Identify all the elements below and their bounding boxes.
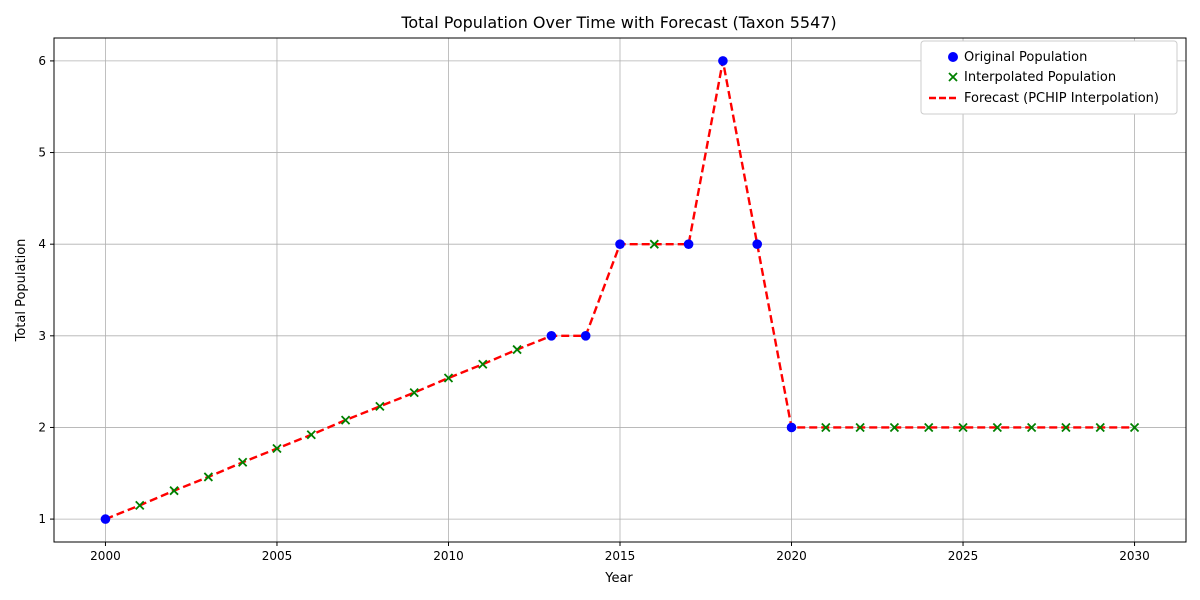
x-tick-label: 2020: [776, 549, 807, 563]
interpolated-point: [272, 443, 282, 454]
original-point: [718, 56, 728, 66]
interpolated-point: [443, 373, 454, 383]
y-tick-label: 1: [38, 512, 46, 526]
interpolated-point: [169, 486, 179, 496]
interpolated-point: [1129, 422, 1140, 433]
interpolated-point: [409, 387, 419, 398]
original-point: [100, 514, 111, 524]
y-axis-label: Total Population: [14, 239, 29, 343]
interpolated-point: [855, 422, 865, 433]
legend-item-interpolated: Interpolated Population: [948, 70, 1116, 85]
y-tick-label: 6: [38, 54, 46, 68]
original-point: [752, 239, 763, 249]
legend-item-forecast: Forecast (PCHIP Interpolation): [929, 91, 1159, 106]
interpolated-point: [821, 422, 831, 433]
original-point: [683, 239, 694, 249]
legend-label-original: Original Population: [964, 50, 1087, 65]
x-axis-label: Year: [604, 571, 633, 586]
x-tick-label: 2005: [262, 549, 293, 563]
legend-label-interpolated: Interpolated Population: [964, 70, 1116, 85]
plot-area-frame: [53, 37, 1187, 543]
interpolated-point: [135, 500, 145, 510]
interpolated-point: [375, 401, 385, 412]
x-tick-label: 2030: [1119, 549, 1150, 563]
x-tick-label: 2010: [433, 549, 464, 563]
interpolated-point: [306, 430, 316, 440]
legend-label-forecast: Forecast (PCHIP Interpolation): [964, 91, 1159, 106]
interpolated-point: [1095, 422, 1105, 433]
x-tick-label: 2015: [605, 549, 636, 563]
interpolated-point: [924, 422, 934, 433]
interpolated-point: [478, 359, 488, 369]
original-point: [546, 331, 557, 341]
interpolated-point: [1027, 422, 1037, 433]
legend-item-original: Original Population: [948, 50, 1087, 65]
interpolated-point: [1061, 422, 1071, 433]
interpolated-point: [238, 457, 248, 467]
interpolated-point: [512, 344, 522, 355]
original-point: [580, 331, 591, 341]
y-tick-label: 2: [38, 420, 46, 434]
legend-circle-marker: [948, 52, 958, 62]
interpolated-point: [649, 239, 659, 249]
interpolated-point: [958, 422, 968, 433]
interpolated-point: [340, 415, 351, 425]
interpolated-point: [889, 422, 900, 433]
original-point: [615, 239, 625, 249]
x-tick-label: 2025: [948, 549, 979, 563]
legend-x-marker: [948, 72, 958, 82]
legend-frame: [920, 40, 1178, 115]
chart-title: Total Population Over Time with Forecast…: [400, 13, 836, 32]
y-axis-ticks: 1 2 3 4 5 6: [38, 54, 54, 526]
x-axis-ticks: 2000 2005 2010 2015 2020 2025 2030: [90, 542, 1150, 563]
original-point: [786, 422, 797, 433]
legend: Original Population Interpolated Populat…: [920, 40, 1178, 115]
marker-layer: [100, 56, 1140, 524]
y-tick-label: 3: [38, 329, 46, 343]
x-tick-label: 2000: [90, 549, 121, 563]
interpolated-point: [992, 422, 1002, 433]
y-tick-label: 5: [38, 146, 46, 160]
interpolated-point: [203, 472, 214, 482]
y-tick-label: 4: [38, 237, 46, 251]
